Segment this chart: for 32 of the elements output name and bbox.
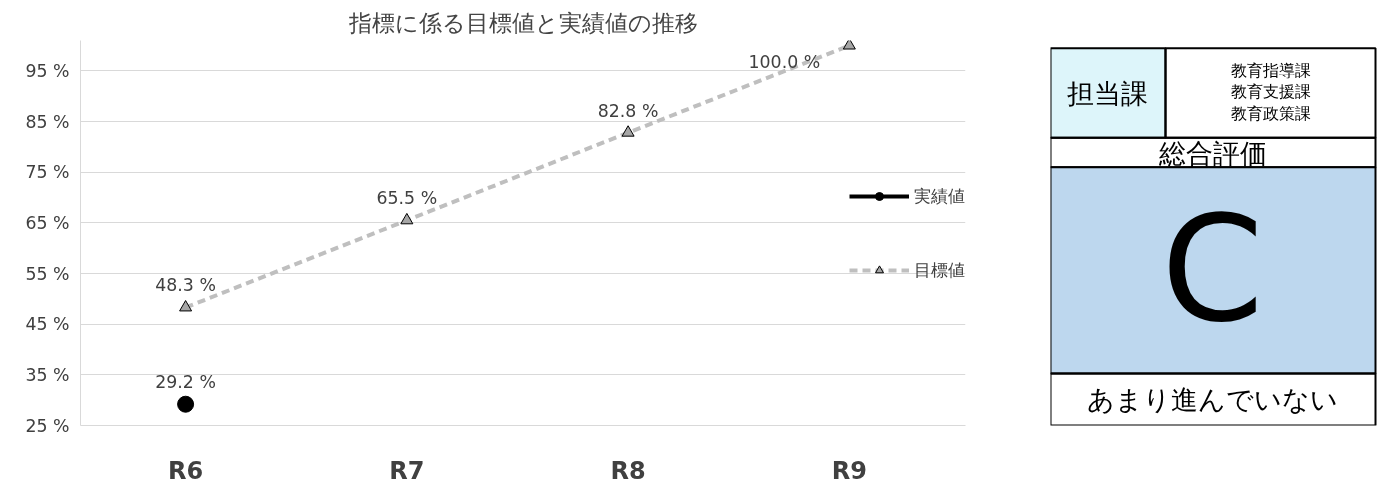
data-label: 29.2 % xyxy=(155,372,216,393)
text: 教育支援課 xyxy=(1230,82,1311,102)
point xyxy=(842,40,856,50)
text: C xyxy=(1161,184,1264,356)
point xyxy=(621,125,635,137)
x-tick-label: R7 xyxy=(389,456,425,485)
y-tick-label: 95 % xyxy=(25,60,70,81)
data-label: 82.8 % xyxy=(597,100,659,121)
data-label: 48.3 % xyxy=(155,275,216,296)
y-tick-label: 25 % xyxy=(25,415,70,436)
y-tick-label: 35 % xyxy=(25,364,70,385)
point xyxy=(177,395,195,413)
data-label: 65.5 % xyxy=(376,188,438,209)
y-tick-label: 55 % xyxy=(25,263,70,284)
x-tick-label: R9 xyxy=(831,456,867,485)
y-tick-label: 65 % xyxy=(25,212,70,233)
point xyxy=(179,300,193,312)
y-tick-label: 45 % xyxy=(25,314,70,335)
data-label: 100.0 % xyxy=(748,51,821,72)
y-tick-label: 85 % xyxy=(25,111,70,132)
text: あまり進んでいない xyxy=(1087,384,1338,416)
y-tick-label: 75 % xyxy=(25,162,70,183)
chart-title: 指標に係る目標値と実績値の推移 xyxy=(347,9,698,36)
point xyxy=(400,212,414,225)
legend-label: 実績値 xyxy=(914,184,965,208)
text: 教育政策課 xyxy=(1230,104,1311,124)
legend-label: 目標値 xyxy=(914,258,965,282)
text: 総合評価 xyxy=(1157,137,1267,169)
text: 教育指導課 xyxy=(1230,60,1311,80)
x-tick-label: R6 xyxy=(168,456,204,485)
x-tick-label: R8 xyxy=(610,456,646,485)
text: 担当課 xyxy=(1067,77,1148,109)
